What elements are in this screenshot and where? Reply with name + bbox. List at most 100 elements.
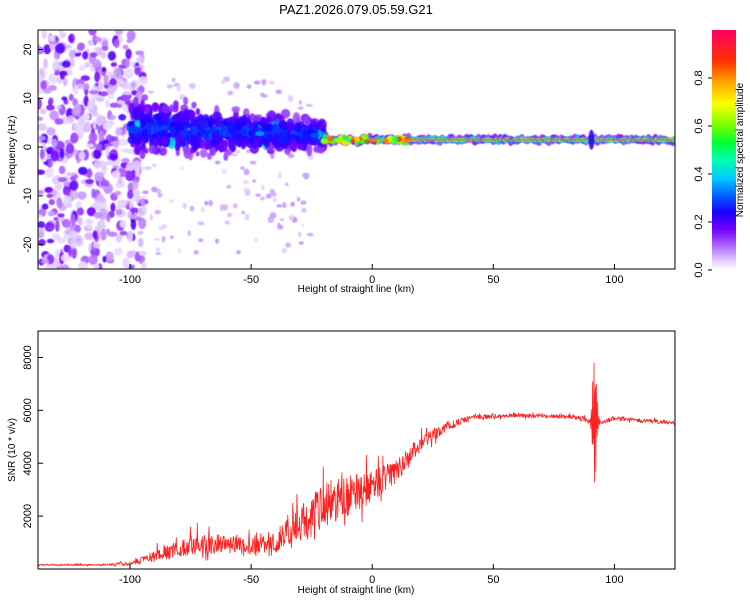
spectral-noise-blob	[79, 64, 86, 71]
spectral-noise-blob	[122, 90, 131, 96]
spectral-noise-blob	[66, 172, 75, 177]
spectral-noise-blob	[72, 174, 79, 179]
spectral-noise-blob	[81, 82, 90, 91]
spectral-noise-blob	[227, 90, 234, 96]
spectral-noise-blob	[56, 104, 62, 110]
spectral-noise-blob	[38, 169, 45, 175]
spectral-noise-blob	[61, 218, 71, 228]
spectral-noise-blob	[261, 184, 265, 191]
spectral-noise-blob	[300, 200, 307, 205]
colorbar-tick-label: 0.8	[693, 70, 705, 85]
spectral-noise-blob	[242, 179, 249, 185]
spectral-noise-blob	[244, 189, 251, 196]
spectral-scatter-blob	[277, 132, 287, 144]
spectral-noise-blob	[121, 157, 130, 164]
spectral-noise-blob	[39, 149, 45, 160]
spectral-noise-blob	[69, 180, 79, 191]
spectral-noise-blob	[113, 67, 123, 79]
direct-band-cluster	[322, 134, 329, 139]
snr-y-tick-label: 8000	[22, 345, 34, 369]
spectral-noise-blob	[47, 225, 54, 230]
colorbar-tick-label: 0.2	[693, 214, 705, 229]
spectrogram-y-tick-label: -20	[22, 237, 34, 253]
spectral-noise-blob	[60, 253, 71, 262]
spectral-noise-blob	[57, 177, 68, 182]
spectral-noise-blob	[125, 162, 136, 172]
spectral-noise-blob	[69, 189, 79, 200]
spectral-noise-blob	[161, 236, 166, 243]
spectral-scatter-blob	[268, 133, 274, 143]
spectral-noise-blob	[198, 238, 204, 243]
direct-band-cluster	[350, 138, 355, 144]
spectral-scatter-blob	[176, 113, 186, 124]
spectral-noise-blob	[235, 150, 241, 154]
spectral-noise-blob	[95, 143, 103, 151]
spectral-noise-blob	[100, 228, 107, 241]
spectrogram-x-tick-label: -50	[243, 274, 259, 286]
spectral-scatter-blob	[139, 149, 146, 160]
spectral-noise-blob	[70, 213, 77, 226]
spectral-noise-blob	[93, 242, 101, 249]
spectral-noise-blob	[151, 186, 158, 193]
snr-y-tick-label: 2000	[22, 504, 34, 528]
spectral-scatter-blob	[317, 145, 325, 154]
spectral-scatter-blob	[310, 132, 320, 138]
spectral-noise-blob	[193, 250, 199, 255]
spectral-scatter-blob	[214, 118, 222, 127]
spectral-noise-blob	[74, 224, 81, 234]
spectral-noise-blob	[51, 138, 58, 148]
spectral-noise-blob	[127, 189, 134, 199]
snr-y-axis-label: SNR (10 * v/v)	[7, 418, 18, 482]
spectral-noise-blob	[94, 36, 102, 43]
spectral-noise-blob	[99, 179, 110, 187]
spectrogram-y-axis: 20 10 0 -10 -20	[22, 43, 43, 253]
spectral-noise-blob	[118, 64, 128, 69]
spectral-noise-blob	[38, 46, 45, 55]
spectral-noise-blob	[272, 197, 277, 203]
spectral-noise-blob	[52, 59, 60, 71]
snr-y-tick-label: 4000	[22, 451, 34, 475]
spectral-noise-blob	[189, 82, 196, 90]
spectral-noise-blob	[141, 261, 147, 269]
spectral-noise-blob	[85, 178, 94, 185]
spectral-noise-blob	[50, 150, 60, 162]
spectral-scatter-blob	[190, 116, 195, 122]
spectral-scatter-blob	[222, 125, 228, 138]
spectral-noise-blob	[157, 192, 163, 198]
spectral-noise-blob	[122, 258, 128, 267]
snr-frame	[37, 330, 676, 570]
spectral-noise-blob	[106, 213, 111, 223]
spectral-noise-blob	[233, 81, 240, 89]
spectral-noise-blob	[41, 203, 49, 210]
spectral-noise-blob	[111, 170, 121, 179]
spectral-noise-blob	[117, 176, 123, 185]
spectral-noise-blob	[73, 122, 83, 132]
spectrogram-y-tick-label: 20	[22, 43, 34, 55]
spectral-noise-blob	[54, 183, 63, 190]
spectral-noise-blob	[55, 43, 65, 54]
spectral-noise-blob	[86, 224, 93, 230]
spectral-noise-blob	[253, 80, 261, 85]
spectral-scatter-blob	[209, 138, 219, 146]
spectral-noise-blob	[61, 96, 68, 101]
spectral-noise-blob	[117, 199, 127, 209]
spectral-noise-blob	[58, 64, 65, 72]
spectral-noise-blob	[46, 193, 54, 198]
snr-series-line	[38, 362, 675, 567]
spectral-noise-blob	[240, 166, 245, 170]
spectral-noise-blob	[232, 203, 238, 209]
spectral-noise-blob	[204, 200, 209, 206]
colorbar-label: Normalized spectral amplitude	[735, 82, 746, 217]
spectral-noise-blob	[231, 153, 238, 157]
spectral-noise-blob	[223, 76, 230, 82]
spectral-noise-blob	[282, 202, 287, 209]
spectral-noise-blob	[62, 77, 68, 87]
spectral-noise-blob	[269, 152, 275, 160]
spectral-noise-blob	[252, 179, 257, 183]
direct-band-cluster	[321, 139, 329, 145]
spectral-noise-blob	[115, 209, 123, 216]
spectral-scatter-blob	[139, 115, 147, 129]
spectral-noise-blob	[38, 116, 44, 121]
spectral-noise-blob	[88, 30, 97, 36]
